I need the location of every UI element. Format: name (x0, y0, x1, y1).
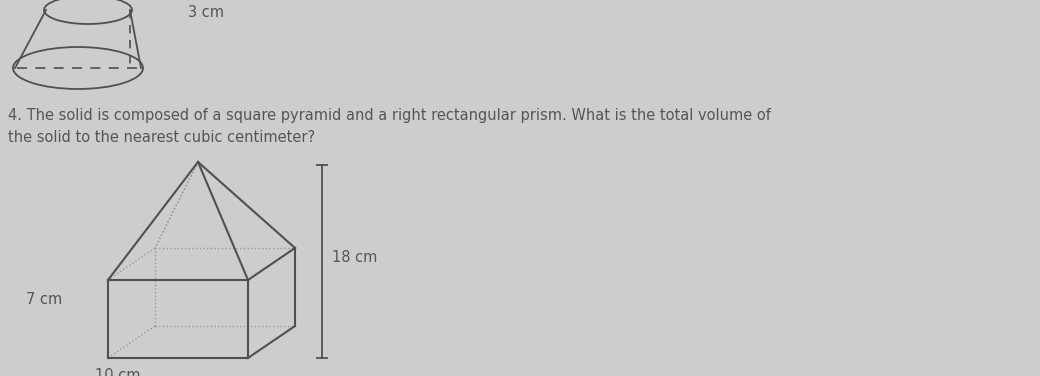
Text: 10 cm: 10 cm (95, 368, 140, 376)
Text: 7 cm: 7 cm (26, 293, 62, 308)
Text: 4. The solid is composed of a square pyramid and a right rectangular prism. What: 4. The solid is composed of a square pyr… (8, 108, 771, 123)
Text: 18 cm: 18 cm (332, 250, 378, 265)
Text: 3 cm: 3 cm (188, 5, 224, 20)
Text: the solid to the nearest cubic centimeter?: the solid to the nearest cubic centimete… (8, 130, 315, 145)
